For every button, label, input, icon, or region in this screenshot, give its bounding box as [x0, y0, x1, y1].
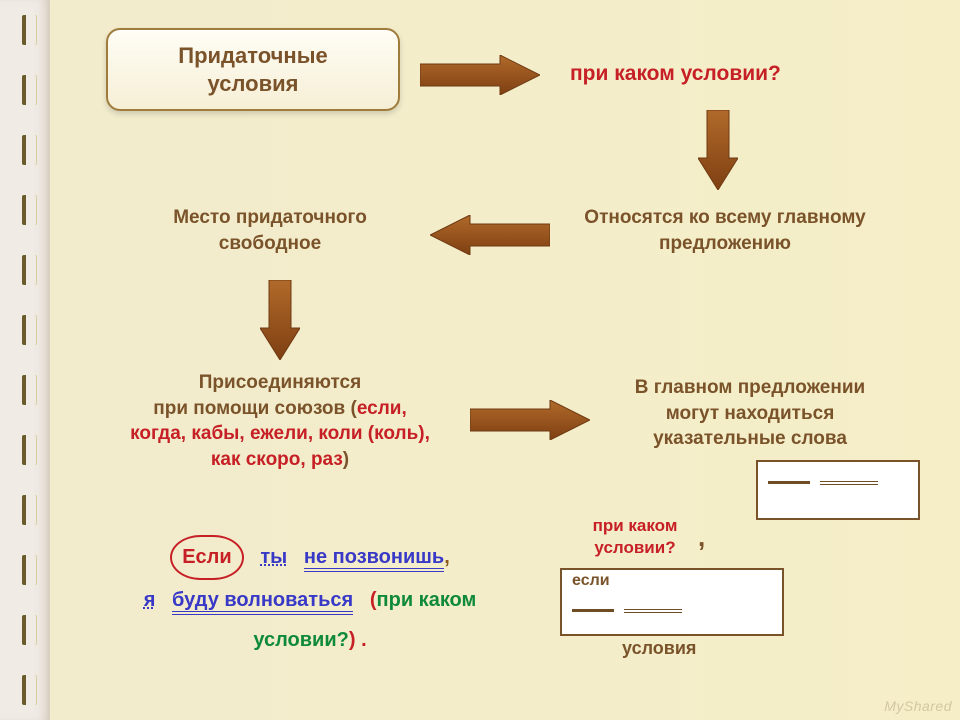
schema-type-label: условия: [622, 638, 696, 659]
spiral-binding-holes: [22, 0, 36, 720]
schema-main-clause-box: [756, 460, 920, 520]
content-area: Придаточные условия при каком условии? О…: [50, 0, 960, 720]
node-relate: Относятся ко всему главному предложению: [560, 205, 890, 256]
node-demon: В главном предложении могут находиться у…: [605, 375, 895, 452]
schema-diagram: , при каком условии? если условия: [550, 460, 920, 660]
node-question: при каком условии?: [570, 60, 781, 88]
example-if-oval: Если: [170, 535, 243, 580]
example-subj1: ты: [260, 546, 287, 568]
slide-root: Придаточные условия при каком условии? О…: [0, 0, 960, 720]
title-line1: Придаточные: [178, 43, 327, 68]
watermark: MyShared: [884, 698, 952, 714]
example-sentence: Если ты не позвонишь, я буду волноваться…: [110, 535, 510, 660]
schema-question: при каком условии?: [580, 515, 690, 559]
schema-comma: ,: [698, 522, 705, 553]
node-place: Место придаточного свободное: [140, 205, 400, 256]
node-join: Присоединяются при помощи союзов (если, …: [110, 370, 450, 473]
flow-arrow-1: [420, 55, 540, 95]
flow-arrow-5: [470, 400, 590, 440]
title-line2: условия: [208, 71, 299, 96]
example-subj2: я: [144, 589, 156, 611]
schema-if-label: если: [572, 572, 772, 590]
title-box: Придаточные условия: [106, 28, 400, 111]
flow-arrow-3: [430, 215, 550, 255]
schema-sub-clause-box: если: [560, 568, 784, 636]
example-pred2: буду волноваться: [172, 589, 353, 615]
example-pred1: не позвонишь: [304, 546, 444, 572]
flow-arrow-2: [698, 110, 738, 190]
flow-arrow-4: [260, 280, 300, 360]
